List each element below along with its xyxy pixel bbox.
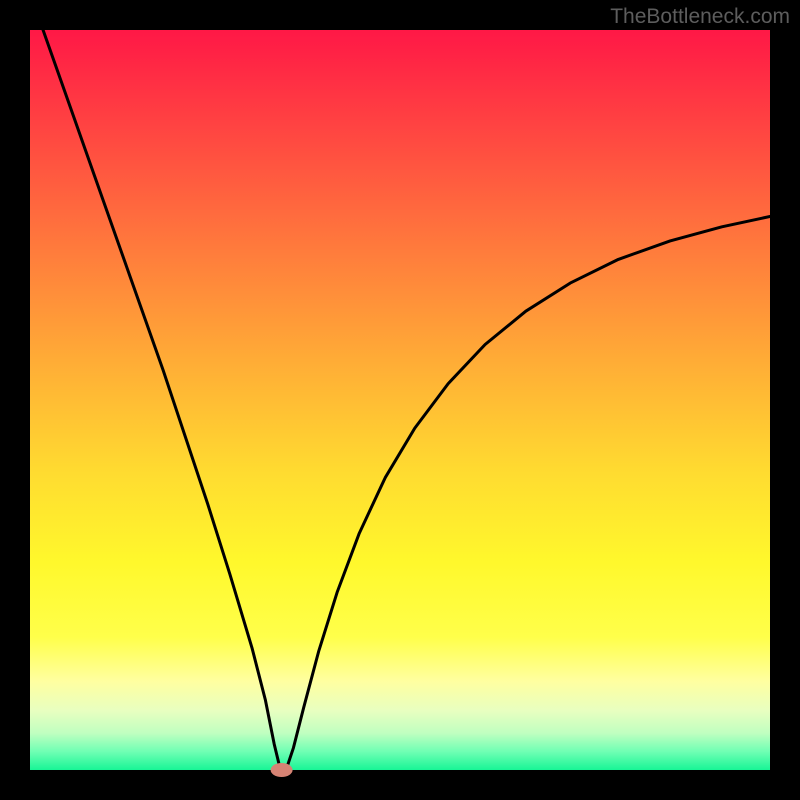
- watermark-text: TheBottleneck.com: [610, 5, 790, 29]
- bottleneck-chart: [0, 0, 800, 800]
- optimal-marker: [271, 763, 293, 777]
- chart-container: TheBottleneck.com: [0, 0, 800, 800]
- plot-background-gradient: [30, 30, 770, 770]
